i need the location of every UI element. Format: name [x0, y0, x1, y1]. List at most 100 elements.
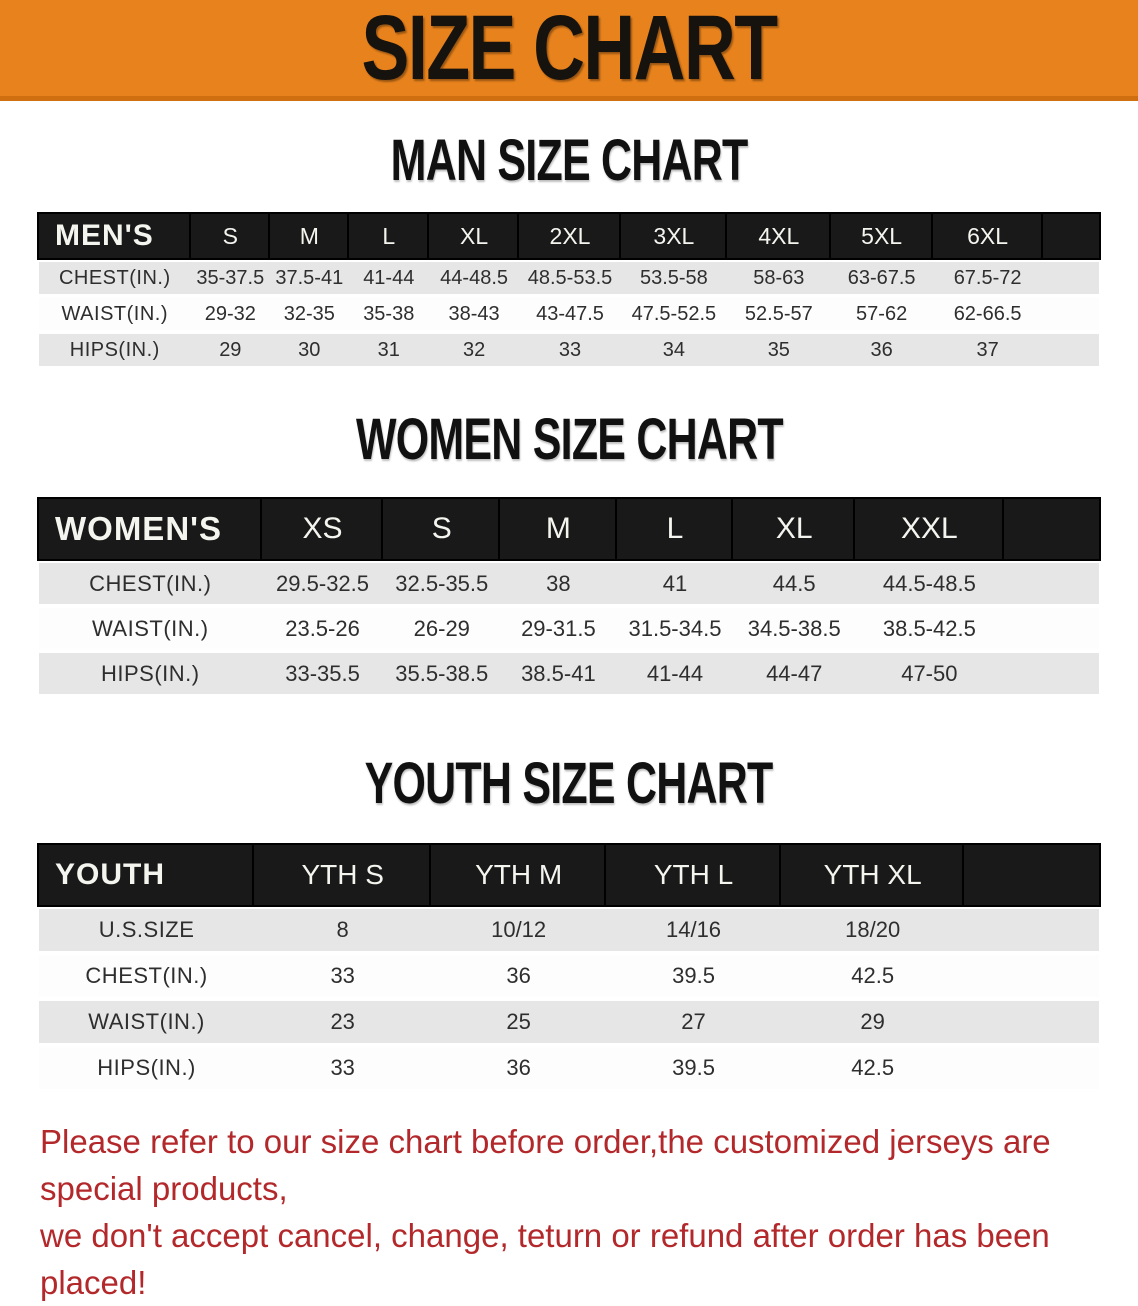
- table-cell: 32-35: [270, 298, 349, 330]
- column-header: 3XL: [620, 214, 727, 258]
- table-cell: 38.5-41: [500, 653, 617, 694]
- table-cell: 38-43: [429, 298, 520, 330]
- table-cell: 47-50: [855, 653, 1004, 694]
- table-cell: 63-67.5: [830, 262, 933, 294]
- column-header: YTH XL: [780, 845, 965, 905]
- table-cell: 48.5-53.5: [519, 262, 621, 294]
- section-heading-text: MAN SIZE CHART: [390, 128, 749, 193]
- table-cell: 41: [616, 563, 734, 604]
- table-row: WAIST(IN.) 23.5-26 26-29 29-31.5 31.5-34.5 34…: [39, 608, 1099, 649]
- section-men: MAN SIZE CHART MEN'S S M L XL 2XL 3XL 4XL 5XL 6XL C…: [0, 127, 1138, 370]
- table-cell: 39.5: [606, 1047, 781, 1089]
- row-label: HIPS(IN.): [39, 1047, 255, 1089]
- table-row: U.S.SIZE 8 10/12 14/16 18/20: [39, 909, 1099, 951]
- table-row: CHEST(IN.) 33 36 39.5 42.5: [39, 955, 1099, 997]
- table-header-row: WOMEN'S XS S M L XL XXL: [39, 499, 1099, 559]
- table-cell: 29-32: [190, 298, 271, 330]
- table-cell: 29: [780, 1001, 965, 1043]
- row-label: WAIST(IN.): [39, 608, 262, 649]
- table-cell-filler: [1003, 608, 1099, 649]
- table-header-row: YOUTH YTH S YTH M YTH L YTH XL: [39, 845, 1099, 905]
- column-header: 5XL: [830, 214, 933, 258]
- table-cell: 53.5-58: [620, 262, 727, 294]
- disclaimer-line-2: we don't accept cancel, change, teturn o…: [40, 1216, 1050, 1301]
- row-label: WAIST(IN.): [39, 298, 191, 330]
- table-header-row: MEN'S S M L XL 2XL 3XL 4XL 5XL 6XL: [39, 214, 1099, 258]
- table-cell: 23: [254, 1001, 432, 1043]
- page-title-text: SIZE CHART: [361, 0, 779, 99]
- section-heading-men: MAN SIZE CHART: [0, 127, 1138, 194]
- table-cell: 42.5: [780, 1047, 965, 1089]
- row-label: HIPS(IN.): [39, 334, 191, 366]
- section-heading-women: WOMEN SIZE CHART: [0, 406, 1138, 473]
- table-cell: 25: [431, 1001, 607, 1043]
- table-cell: 67.5-72: [932, 262, 1043, 294]
- table-cell: 44.5-48.5: [855, 563, 1004, 604]
- table-cell-filler: [964, 909, 1099, 951]
- table-row: WAIST(IN.) 23 25 27 29: [39, 1001, 1099, 1043]
- table-cell: 35: [726, 334, 831, 366]
- women-size-table: WOMEN'S XS S M L XL XXL CHEST(IN.) 29.5-32.5 32.5…: [39, 495, 1099, 698]
- column-header: YTH S: [254, 845, 432, 905]
- table-cell: 38: [500, 563, 617, 604]
- table-cell: 37: [932, 334, 1043, 366]
- table-cell: 31.5-34.5: [616, 608, 734, 649]
- table-cell: 32.5-35.5: [383, 563, 501, 604]
- table-cell: 34: [620, 334, 727, 366]
- table-row: HIPS(IN.) 33-35.5 35.5-38.5 38.5-41 41-44 44-…: [39, 653, 1099, 694]
- table-header-label: MEN'S: [39, 214, 191, 258]
- table-cell: 35-37.5: [190, 262, 271, 294]
- column-header: L: [616, 499, 734, 559]
- table-cell: 44-48.5: [429, 262, 520, 294]
- row-label: U.S.SIZE: [39, 909, 255, 951]
- men-size-table: MEN'S S M L XL 2XL 3XL 4XL 5XL 6XL CHEST(IN.) 35-37…: [39, 210, 1099, 370]
- table-cell: 32: [429, 334, 520, 366]
- table-cell: 35-38: [348, 298, 430, 330]
- table-row: HIPS(IN.) 29 30 31 32 33 34 35 36 37: [39, 334, 1099, 366]
- column-header: YTH M: [431, 845, 607, 905]
- row-label: HIPS(IN.): [39, 653, 262, 694]
- column-header: XXL: [855, 499, 1004, 559]
- column-header-filler: [1003, 499, 1099, 559]
- table-cell-filler: [1042, 334, 1099, 366]
- table-cell: 52.5-57: [726, 298, 831, 330]
- table-cell: 38.5-42.5: [855, 608, 1004, 649]
- table-cell: 30: [270, 334, 349, 366]
- column-header: M: [500, 499, 617, 559]
- table-cell-filler: [1042, 298, 1099, 330]
- section-women: WOMEN SIZE CHART WOMEN'S XS S M L XL XXL CHEST(I…: [0, 406, 1138, 698]
- table-cell: 33-35.5: [261, 653, 384, 694]
- table-cell: 26-29: [383, 608, 501, 649]
- table-cell: 44-47: [733, 653, 856, 694]
- section-heading-youth: YOUTH SIZE CHART: [0, 750, 1138, 817]
- table-cell: 35.5-38.5: [383, 653, 501, 694]
- column-header: 6XL: [932, 214, 1043, 258]
- column-header: XL: [733, 499, 856, 559]
- table-cell: 33: [254, 955, 432, 997]
- table-cell: 29-31.5: [500, 608, 617, 649]
- table-row: CHEST(IN.) 35-37.5 37.5-41 41-44 44-48.5 48.5…: [39, 262, 1099, 294]
- table-cell: 62-66.5: [932, 298, 1043, 330]
- table-cell-filler: [964, 955, 1099, 997]
- column-header: S: [383, 499, 501, 559]
- row-label: WAIST(IN.): [39, 1001, 255, 1043]
- table-header-label: YOUTH: [39, 845, 255, 905]
- table-cell: 42.5: [780, 955, 965, 997]
- table-cell: 31: [348, 334, 430, 366]
- table-cell: 36: [431, 955, 607, 997]
- section-youth: YOUTH SIZE CHART YOUTH YTH S YTH M YTH L YTH …: [0, 750, 1138, 1093]
- column-header: M: [270, 214, 349, 258]
- column-header: XL: [429, 214, 520, 258]
- page-title: SIZE CHART: [303, 2, 835, 94]
- table-cell: 18/20: [780, 909, 965, 951]
- table-cell: 37.5-41: [270, 262, 349, 294]
- size-chart-sections: MAN SIZE CHART MEN'S S M L XL 2XL 3XL 4XL 5XL 6XL C…: [0, 127, 1138, 1093]
- table-cell-filler: [1003, 563, 1099, 604]
- section-heading-text: WOMEN SIZE CHART: [355, 407, 784, 472]
- table-cell: 33: [519, 334, 621, 366]
- table-cell: 14/16: [606, 909, 781, 951]
- column-header: 2XL: [519, 214, 621, 258]
- table-cell-filler: [964, 1001, 1099, 1043]
- table-cell: 44.5: [733, 563, 856, 604]
